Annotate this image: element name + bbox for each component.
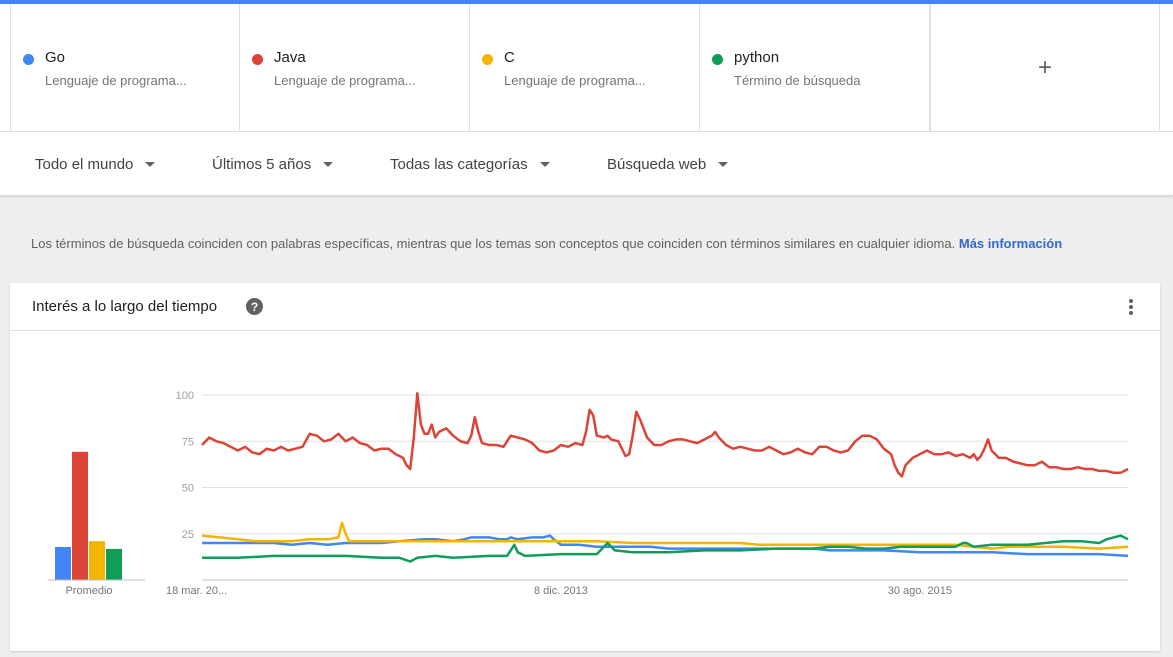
comparison-terms-bar: Go Lenguaje de programa... Java Lenguaje… xyxy=(0,4,1173,132)
average-bar-go xyxy=(55,546,71,580)
card-title: Interés a lo largo del tiempo xyxy=(32,298,218,315)
info-note: Los términos de búsqueda coinciden con p… xyxy=(31,236,1062,251)
series-line-c xyxy=(201,521,1129,550)
y-tick-label: 25 xyxy=(182,529,194,541)
more-options-icon[interactable] xyxy=(1126,297,1136,317)
term-name: Go xyxy=(45,49,66,66)
series-color-dot xyxy=(252,54,263,65)
search-type-dropdown[interactable]: Búsqueda web xyxy=(607,132,729,196)
interest-over-time-card: Interés a lo largo del tiempo ? 25 50 75 10… xyxy=(10,283,1160,651)
caret-down-icon xyxy=(539,161,550,167)
region-dropdown[interactable]: Todo el mundo xyxy=(35,132,156,196)
series-line-go xyxy=(202,534,1129,558)
average-label: Promedio xyxy=(65,585,112,597)
average-bar-java xyxy=(72,451,88,580)
series-line-python xyxy=(202,534,1129,563)
y-tick-label: 50 xyxy=(182,483,194,495)
category-label: Todas las categorías xyxy=(390,155,528,173)
term-type: Término de búsqueda xyxy=(734,73,861,88)
term-type: Lenguaje de programa... xyxy=(504,73,646,88)
time-range-dropdown[interactable]: Últimos 5 años xyxy=(212,132,334,196)
time-range-label: Últimos 5 años xyxy=(212,155,312,173)
term-type: Lenguaje de programa... xyxy=(274,73,416,88)
y-tick-label: 100 xyxy=(176,390,194,402)
interest-chart: 25 50 75 100 18 mar. 20... 8 dic. 2013 30 ago.… xyxy=(48,390,1129,597)
x-tick-label: 8 dic. 2013 xyxy=(534,585,588,597)
series-color-dot xyxy=(482,54,493,65)
caret-down-icon xyxy=(718,161,729,167)
category-dropdown[interactable]: Todas las categorías xyxy=(390,132,550,196)
term-c[interactable]: C Lenguaje de programa... xyxy=(470,4,700,131)
add-term-button[interactable]: + xyxy=(930,4,1160,131)
x-tick-label: 30 ago. 2015 xyxy=(888,585,952,597)
average-bar-python xyxy=(106,548,122,580)
info-note-text: Los términos de búsqueda coinciden con p… xyxy=(31,236,956,251)
series-color-dot xyxy=(23,54,34,65)
filters-bar: Todo el mundo Últimos 5 años Todas las c… xyxy=(0,132,1173,196)
term-type: Lenguaje de programa... xyxy=(45,73,187,88)
top-accent-bar xyxy=(0,0,1173,4)
x-tick-label: 18 mar. 20... xyxy=(166,585,227,597)
term-java[interactable]: Java Lenguaje de programa... xyxy=(240,4,470,131)
card-header: Interés a lo largo del tiempo ? xyxy=(10,283,1160,331)
term-name: Java xyxy=(274,49,306,66)
term-python[interactable]: python Término de búsqueda xyxy=(700,4,930,131)
term-go[interactable]: Go Lenguaje de programa... xyxy=(10,4,240,131)
average-bar-c xyxy=(89,541,105,580)
search-type-label: Búsqueda web xyxy=(607,155,707,173)
term-name: python xyxy=(734,49,780,66)
more-info-link[interactable]: Más información xyxy=(958,236,1063,251)
series-color-dot xyxy=(712,54,723,65)
term-name: C xyxy=(504,49,515,66)
region-label: Todo el mundo xyxy=(35,155,134,173)
caret-down-icon xyxy=(145,161,156,167)
series-line-java xyxy=(201,391,1129,478)
caret-down-icon xyxy=(323,161,334,167)
y-tick-label: 75 xyxy=(182,436,194,448)
help-icon[interactable]: ? xyxy=(246,298,263,315)
